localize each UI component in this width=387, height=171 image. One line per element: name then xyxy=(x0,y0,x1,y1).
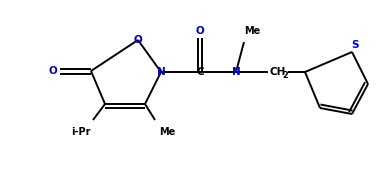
Text: 2: 2 xyxy=(282,71,288,81)
Text: Me: Me xyxy=(244,26,260,36)
Text: O: O xyxy=(195,26,204,36)
Text: O: O xyxy=(134,35,142,45)
Text: i-Pr: i-Pr xyxy=(71,127,91,137)
Text: N: N xyxy=(232,67,240,77)
Text: Me: Me xyxy=(159,127,175,137)
Text: C: C xyxy=(196,67,204,77)
Text: N: N xyxy=(157,67,165,77)
Text: O: O xyxy=(49,66,57,76)
Text: CH: CH xyxy=(269,67,285,77)
Text: S: S xyxy=(351,40,359,50)
